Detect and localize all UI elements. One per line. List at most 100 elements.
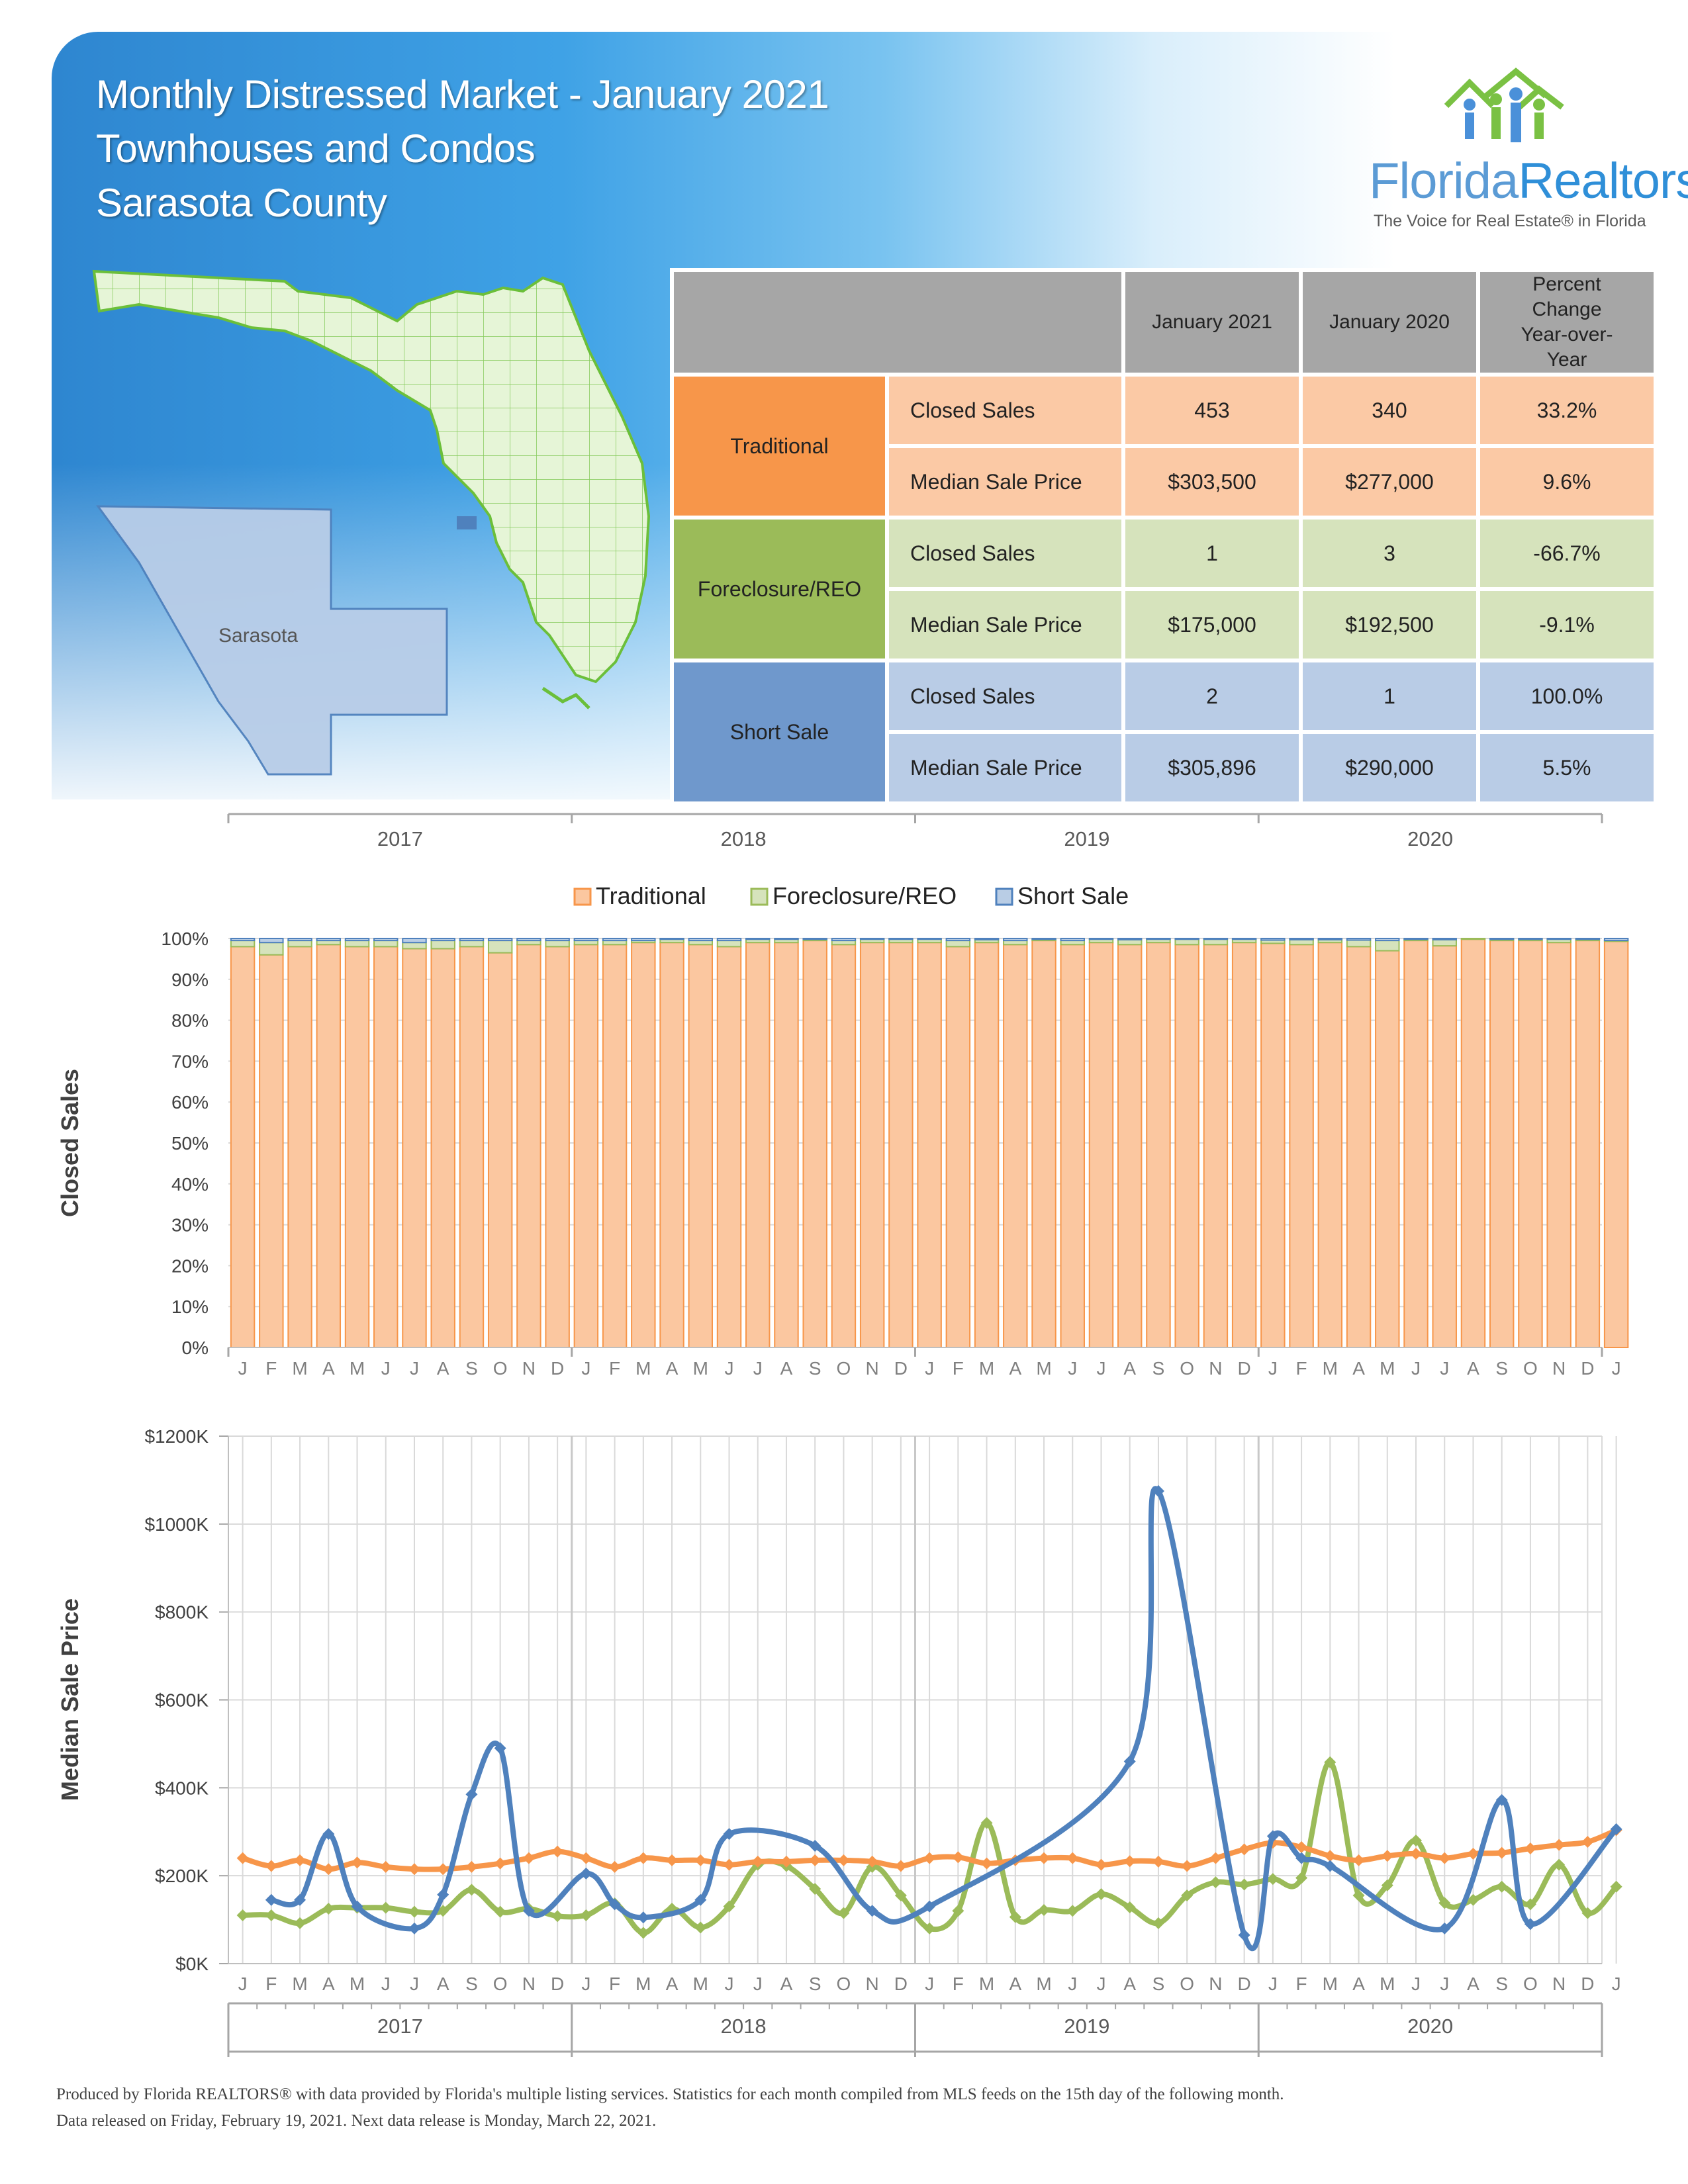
data-point-foreclosure-reo bbox=[494, 1905, 506, 1918]
bar-segment-foreclosure-reo bbox=[402, 942, 427, 950]
logo-tagline: The Voice for Real Estate® in Florida bbox=[1374, 212, 1646, 230]
month-tick-label: M bbox=[1323, 1974, 1338, 1994]
bar-segment-traditional bbox=[688, 944, 714, 1348]
bar-segment-traditional bbox=[1203, 944, 1229, 1348]
data-point-short-sale bbox=[1295, 1852, 1308, 1864]
row-label: Closed Sales bbox=[889, 377, 1121, 444]
bar-segment-short-sale bbox=[402, 938, 427, 944]
bar-segment-foreclosure-reo bbox=[287, 940, 312, 948]
data-point-traditional bbox=[522, 1852, 535, 1864]
month-tick-label: M bbox=[1323, 1358, 1338, 1379]
data-point-traditional bbox=[666, 1854, 679, 1866]
top-year-axis: 2017 2018 2019 2020 bbox=[227, 813, 1603, 850]
data-point-traditional bbox=[837, 1854, 850, 1866]
bar-segment-short-sale bbox=[287, 938, 312, 942]
bar-segment-traditional bbox=[774, 942, 799, 1349]
closed-sales-chart: 0% 10% 20% 30% 40% 50% 60% 70% 80% 90% 100% Closed … bbox=[56, 929, 1629, 1379]
legend-swatch bbox=[573, 887, 592, 906]
month-tick-label: M bbox=[979, 1358, 994, 1379]
col-header-jan2021: January 2021 bbox=[1125, 272, 1299, 373]
y-tick-label: 80% bbox=[171, 1011, 209, 1031]
data-point-short-sale bbox=[408, 1922, 420, 1934]
group-label-short-sale: Short Sale bbox=[674, 662, 885, 801]
y-tick-label: 60% bbox=[171, 1092, 209, 1113]
bar-segment-short-sale bbox=[659, 938, 684, 940]
bar-segment-short-sale bbox=[1031, 938, 1056, 940]
bar-segment-traditional bbox=[1403, 940, 1429, 1348]
data-point-foreclosure-reo bbox=[265, 1909, 277, 1921]
data-point-traditional bbox=[1352, 1854, 1365, 1866]
month-tick-label: M bbox=[693, 1358, 708, 1379]
table-cell: $277,000 bbox=[1303, 448, 1476, 516]
bar-segment-short-sale bbox=[1346, 938, 1372, 941]
data-point-foreclosure-reo bbox=[1181, 1889, 1194, 1902]
month-tick-label: J bbox=[238, 1358, 248, 1379]
bar-segment-foreclosure-reo bbox=[1460, 938, 1486, 940]
table-cell: $175,000 bbox=[1125, 591, 1299, 659]
y-tick-label: 10% bbox=[171, 1297, 209, 1317]
legend-swatch bbox=[995, 887, 1013, 906]
footer-note: Produced by Florida REALTORS® with data … bbox=[56, 2081, 1284, 2134]
data-point-foreclosure-reo bbox=[952, 1905, 964, 1917]
bar-segment-traditional bbox=[659, 942, 684, 1349]
data-point-short-sale bbox=[694, 1893, 707, 1906]
month-tick-label: F bbox=[1296, 1974, 1307, 1994]
sarasota-map-label: Sarasota bbox=[218, 625, 298, 647]
bar-segment-short-sale bbox=[716, 938, 742, 942]
data-point-traditional bbox=[265, 1860, 277, 1872]
month-tick-label: A bbox=[1352, 1974, 1365, 1994]
data-point-traditional bbox=[1066, 1852, 1079, 1864]
table-cell: 3 bbox=[1303, 520, 1476, 587]
data-point-traditional bbox=[809, 1854, 821, 1866]
data-point-foreclosure-reo bbox=[1553, 1858, 1566, 1871]
y-tick-label: 70% bbox=[171, 1051, 209, 1071]
month-tick-label: F bbox=[265, 1358, 277, 1379]
data-point-traditional bbox=[408, 1863, 420, 1876]
y-tick-label: 30% bbox=[171, 1215, 209, 1236]
bar-segment-foreclosure-reo bbox=[1174, 938, 1199, 946]
data-point-foreclosure-reo bbox=[1581, 1907, 1594, 1919]
data-point-foreclosure-reo bbox=[1352, 1889, 1365, 1902]
month-tick-label: J bbox=[1440, 1974, 1449, 1994]
bar-segment-traditional bbox=[1460, 938, 1486, 1348]
month-tick-label: D bbox=[894, 1974, 908, 1994]
month-tick-label: J bbox=[1440, 1358, 1449, 1379]
legend-label: Traditional bbox=[596, 882, 706, 909]
month-tick-label: O bbox=[1180, 1358, 1194, 1379]
data-point-foreclosure-reo bbox=[437, 1905, 449, 1917]
bar-segment-foreclosure-reo bbox=[373, 940, 399, 948]
bar-segment-short-sale bbox=[1174, 938, 1199, 940]
bar-segment-short-sale bbox=[688, 938, 714, 942]
summary-table: January 2021 January 2020 Percent Change… bbox=[670, 268, 1658, 805]
bar-segment-foreclosure-reo bbox=[259, 942, 284, 956]
data-point-short-sale bbox=[1266, 1830, 1279, 1843]
footer-line-2: Data released on Friday, February 19, 20… bbox=[56, 2112, 657, 2130]
table-cell: -66.7% bbox=[1480, 520, 1654, 587]
bar-segment-short-sale bbox=[344, 938, 370, 942]
data-point-traditional bbox=[1181, 1860, 1194, 1872]
month-tick-label: J bbox=[381, 1358, 391, 1379]
year-label: 2019 bbox=[1064, 2015, 1109, 2038]
month-tick-label: J bbox=[1268, 1974, 1278, 1994]
month-tick-label: F bbox=[953, 1974, 964, 1994]
data-point-short-sale bbox=[866, 1905, 878, 1917]
data-point-foreclosure-reo bbox=[1467, 1893, 1479, 1906]
month-tick-label: M bbox=[292, 1974, 307, 1994]
month-tick-label: N bbox=[866, 1974, 879, 1994]
month-tick-label: J bbox=[1068, 1974, 1077, 1994]
bar-segment-short-sale bbox=[974, 938, 1000, 940]
bar-segment-foreclosure-reo bbox=[1117, 938, 1143, 946]
group-label-foreclosure: Foreclosure/REO bbox=[674, 520, 885, 659]
month-tick-label: J bbox=[925, 1358, 934, 1379]
data-point-traditional bbox=[1410, 1847, 1423, 1860]
data-point-foreclosure-reo bbox=[1410, 1835, 1423, 1847]
data-point-foreclosure-reo bbox=[809, 1883, 821, 1895]
data-point-traditional bbox=[952, 1851, 964, 1864]
month-tick-label: A bbox=[780, 1358, 793, 1379]
month-tick-label: A bbox=[1467, 1974, 1479, 1994]
month-tick-label: A bbox=[666, 1974, 679, 1994]
data-point-foreclosure-reo bbox=[1238, 1878, 1250, 1891]
bar-segment-foreclosure-reo bbox=[1375, 940, 1400, 952]
florida-realtors-logo-icon bbox=[1444, 68, 1564, 142]
month-tick-label: M bbox=[1380, 1974, 1395, 1994]
